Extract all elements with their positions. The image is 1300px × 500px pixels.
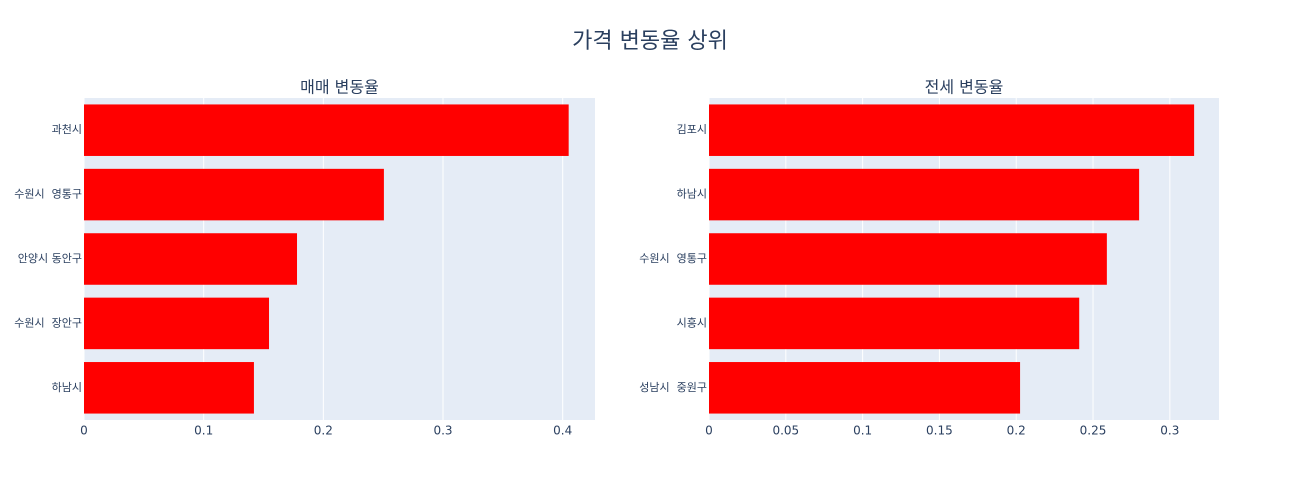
bar — [84, 297, 270, 350]
x-tick-label: 0 — [80, 424, 88, 438]
x-tick-label: 0.1 — [194, 424, 213, 438]
y-tick-label: 과천시 — [52, 122, 82, 136]
y-tick-label: 수원시 영통구 — [14, 188, 82, 201]
y-tick-label: 안양시 동안구 — [18, 252, 82, 265]
y-tick-label: 김포시 — [677, 123, 707, 136]
x-tick-label: 0.05 — [772, 424, 799, 438]
bar — [709, 297, 1080, 350]
x-tick-label: 0.3 — [433, 424, 452, 438]
subplot-title: 매매 변동율 — [300, 78, 379, 97]
x-tick-label: 0 — [705, 424, 713, 438]
bar — [709, 168, 1140, 221]
y-tick-label: 수원시 장안구 — [14, 316, 82, 329]
subplot-title: 전세 변동율 — [925, 78, 1004, 97]
y-tick-label: 시흥시 — [677, 315, 707, 329]
bar — [84, 168, 384, 221]
x-tick-label: 0.25 — [1080, 424, 1107, 438]
x-tick-label: 0.2 — [1007, 424, 1026, 438]
y-tick-label: 하남시 — [677, 187, 707, 201]
y-tick-label: 수원시 영통구 — [639, 252, 707, 265]
x-tick-label: 0.2 — [314, 424, 333, 438]
bar — [84, 233, 298, 285]
bar — [84, 362, 254, 414]
bar — [709, 104, 1195, 156]
figure-title: 가격 변동율 상위 — [572, 29, 728, 54]
bar — [709, 362, 1021, 414]
bar — [709, 233, 1107, 285]
x-tick-label: 0.3 — [1160, 424, 1179, 438]
y-tick-label: 하남시 — [52, 380, 82, 394]
x-tick-label: 0.4 — [553, 424, 572, 438]
bar — [84, 104, 569, 156]
x-tick-label: 0.15 — [926, 424, 953, 438]
y-tick-label: 성남시 중원구 — [639, 381, 707, 394]
x-tick-label: 0.1 — [853, 424, 872, 438]
